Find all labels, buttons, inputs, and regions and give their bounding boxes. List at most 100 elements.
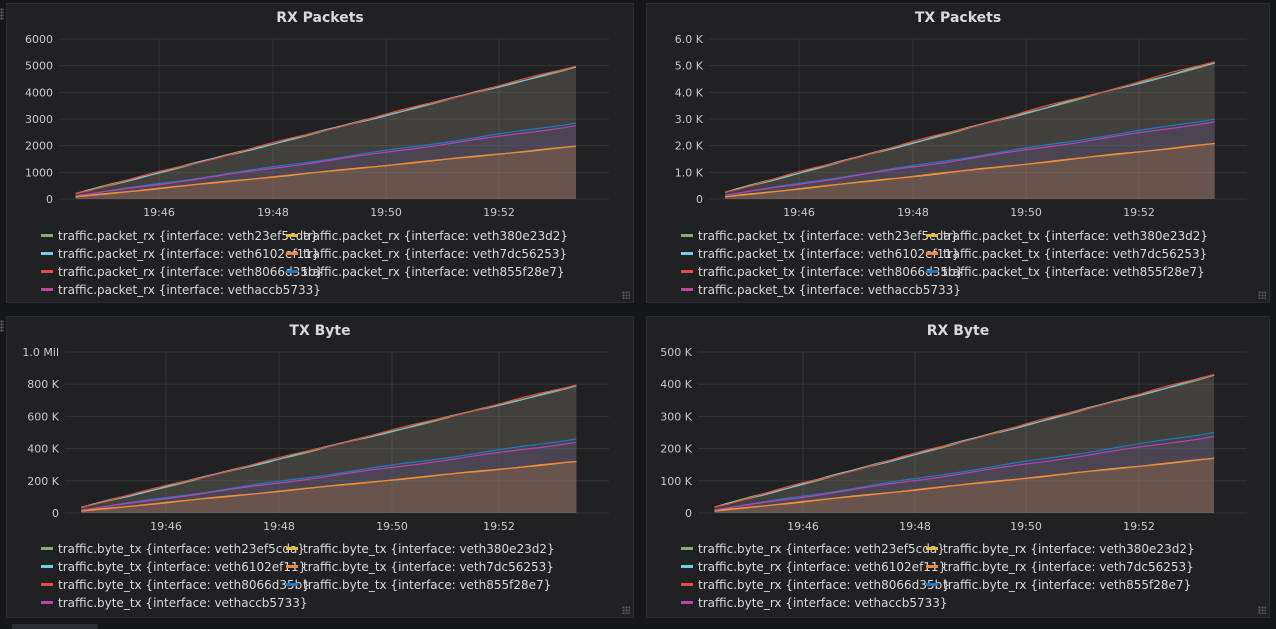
legend-label[interactable]: traffic.packet_rx {interface: veth8066d3… <box>58 265 324 279</box>
series-line-veth7dc56253[interactable] <box>725 142 1215 198</box>
series-line-veth6102ef11[interactable] <box>714 374 1215 508</box>
legend-label[interactable]: traffic.packet_tx {interface: veth6102ef… <box>698 247 960 261</box>
legend-label[interactable]: traffic.packet_rx {interface: veth23ef5c… <box>58 229 319 243</box>
legend-item-veth23ef5cda[interactable]: traffic.packet_tx {interface: veth23ef5c… <box>681 227 958 245</box>
legend-swatch-icon[interactable] <box>926 270 938 273</box>
series-line-veth8066d35b[interactable] <box>724 61 1215 193</box>
legend-label[interactable]: traffic.byte_rx {interface: veth855f28e7… <box>943 578 1192 592</box>
series-line-veth8066d35b[interactable] <box>75 65 577 194</box>
legend-label[interactable]: traffic.byte_tx {interface: veth855f28e7… <box>303 578 552 592</box>
series-line-veth855f28e7[interactable] <box>725 118 1215 196</box>
series-line-veth7dc56253[interactable] <box>75 145 577 198</box>
legend-item-veth380e23d2[interactable]: traffic.byte_rx {interface: veth380e23d2… <box>926 540 1195 558</box>
legend-label[interactable]: traffic.byte_rx {interface: veth380e23d2… <box>943 542 1195 556</box>
legend-label[interactable]: traffic.byte_rx {interface: veth6102ef11… <box>698 560 947 574</box>
legend-item-veth6102ef11[interactable]: traffic.packet_tx {interface: veth6102ef… <box>681 245 960 263</box>
legend-label[interactable]: traffic.packet_rx {interface: veth855f28… <box>303 265 565 279</box>
legend-swatch-icon[interactable] <box>926 583 938 586</box>
chart-plot[interactable]: 0 100 K 200 K 300 K 400 K 500 K 19:46 19:48 19:5… <box>647 317 1269 617</box>
legend-swatch-icon[interactable] <box>926 252 938 255</box>
panel-resize-handle-icon[interactable] <box>1258 291 1266 299</box>
panel-resize-handle-icon[interactable] <box>622 291 630 299</box>
legend-item-veth6102ef11[interactable]: traffic.byte_rx {interface: veth6102ef11… <box>681 558 946 576</box>
series-line-veth7dc56253[interactable] <box>81 460 577 512</box>
legend-swatch-icon[interactable] <box>286 565 298 568</box>
legend-item-veth380e23d2[interactable]: traffic.packet_tx {interface: veth380e23… <box>926 227 1208 245</box>
legend-label[interactable]: traffic.byte_tx {interface: veth23ef5cda… <box>58 542 305 556</box>
legend-swatch-icon[interactable] <box>286 547 298 550</box>
legend-swatch-icon[interactable] <box>681 565 693 568</box>
legend-item-veth380e23d2[interactable]: traffic.byte_tx {interface: veth380e23d2… <box>286 540 555 558</box>
legend-label[interactable]: traffic.packet_tx {interface: veth380e23… <box>943 229 1209 243</box>
legend-swatch-icon[interactable] <box>41 252 53 255</box>
panel-title[interactable]: TX Packets <box>914 10 1002 26</box>
legend-swatch-icon[interactable] <box>286 234 298 237</box>
panel-resize-handle-icon[interactable] <box>1258 606 1266 614</box>
series-line-veth855f28e7[interactable] <box>75 122 577 197</box>
legend-swatch-icon[interactable] <box>286 583 298 586</box>
legend-swatch-icon[interactable] <box>41 583 53 586</box>
legend-swatch-icon[interactable] <box>41 270 53 273</box>
legend-swatch-icon[interactable] <box>286 270 298 273</box>
panel-title[interactable]: TX Byte <box>289 323 351 339</box>
legend-item-veth855f28e7[interactable]: traffic.packet_tx {interface: veth855f28… <box>926 263 1205 281</box>
legend-item-veth6102ef11[interactable]: traffic.packet_rx {interface: veth6102ef… <box>41 245 320 263</box>
legend-label[interactable]: traffic.byte_tx {interface: veth6102ef11… <box>58 560 307 574</box>
legend-item-veth23ef5cda[interactable]: traffic.byte_rx {interface: veth23ef5cda… <box>681 540 945 558</box>
legend-swatch-icon[interactable] <box>681 252 693 255</box>
series-line-vethaccb5733[interactable] <box>75 125 577 197</box>
series-line-vethaccb5733[interactable] <box>714 435 1215 511</box>
legend-label[interactable]: traffic.packet_rx {interface: veth380e23… <box>303 229 568 243</box>
legend-label[interactable]: traffic.packet_rx {interface: vethaccb57… <box>58 283 321 297</box>
legend-swatch-icon[interactable] <box>41 288 53 291</box>
series-line-veth855f28e7[interactable] <box>81 438 577 511</box>
legend-label[interactable]: traffic.packet_tx {interface: veth8066d3… <box>698 265 964 279</box>
legend-swatch-icon[interactable] <box>41 601 53 604</box>
row-drag-handle-icon[interactable] <box>0 320 4 332</box>
legend-item-veth7dc56253[interactable]: traffic.packet_tx {interface: veth7dc562… <box>926 245 1207 263</box>
series-line-veth6102ef11[interactable] <box>75 66 577 195</box>
legend-item-vethaccb5733[interactable]: traffic.packet_rx {interface: vethaccb57… <box>41 281 321 299</box>
legend-swatch-icon[interactable] <box>926 547 938 550</box>
series-line-veth8066d35b[interactable] <box>714 373 1215 508</box>
legend-label[interactable]: traffic.packet_tx {interface: veth855f28… <box>943 265 1205 279</box>
legend-item-veth7dc56253[interactable]: traffic.byte_rx {interface: veth7dc56253… <box>926 558 1194 576</box>
legend-swatch-icon[interactable] <box>681 270 693 273</box>
row-drag-handle-icon[interactable] <box>0 8 4 20</box>
legend-swatch-icon[interactable] <box>681 583 693 586</box>
legend-swatch-icon[interactable] <box>926 234 938 237</box>
legend-swatch-icon[interactable] <box>41 565 53 568</box>
chart-plot[interactable]: 0 1.0 K 2.0 K 3.0 K 4.0 K 5.0 K 6.0 K 19:46 19:4… <box>647 4 1269 302</box>
legend-item-vethaccb5733[interactable]: traffic.byte_rx {interface: vethaccb5733… <box>681 594 948 612</box>
legend-item-veth8066d35b[interactable]: traffic.byte_tx {interface: veth8066d35b… <box>41 576 310 594</box>
panel-title[interactable]: RX Byte <box>926 323 990 339</box>
legend-label[interactable]: traffic.packet_tx {interface: veth23ef5c… <box>698 229 959 243</box>
legend-item-veth23ef5cda[interactable]: traffic.packet_rx {interface: veth23ef5c… <box>41 227 318 245</box>
legend-swatch-icon[interactable] <box>681 547 693 550</box>
legend-label[interactable]: traffic.packet_tx {interface: veth7dc562… <box>943 247 1208 261</box>
legend-item-veth8066d35b[interactable]: traffic.packet_rx {interface: veth8066d3… <box>41 263 323 281</box>
legend-item-veth23ef5cda[interactable]: traffic.byte_tx {interface: veth23ef5cda… <box>41 540 305 558</box>
legend-label[interactable]: traffic.byte_rx {interface: vethaccb5733… <box>698 596 948 610</box>
panel-title[interactable]: RX Packets <box>276 10 364 26</box>
legend-item-veth380e23d2[interactable]: traffic.packet_rx {interface: veth380e23… <box>286 227 568 245</box>
series-line-vethaccb5733[interactable] <box>725 121 1215 196</box>
legend-label[interactable]: traffic.byte_tx {interface: veth8066d35b… <box>58 578 310 592</box>
legend-swatch-icon[interactable] <box>41 234 53 237</box>
legend-label[interactable]: traffic.byte_tx {interface: veth380e23d2… <box>303 542 555 556</box>
series-line-veth8066d35b[interactable] <box>81 384 577 508</box>
legend-item-veth8066d35b[interactable]: traffic.packet_tx {interface: veth8066d3… <box>681 263 963 281</box>
legend-label[interactable]: traffic.byte_rx {interface: veth8066d35b… <box>698 578 950 592</box>
legend-label[interactable]: traffic.packet_tx {interface: vethaccb57… <box>698 283 961 297</box>
legend-item-veth855f28e7[interactable]: traffic.byte_tx {interface: veth855f28e7… <box>286 576 551 594</box>
legend-item-veth8066d35b[interactable]: traffic.byte_rx {interface: veth8066d35b… <box>681 576 950 594</box>
legend-label[interactable]: traffic.byte_tx {interface: vethaccb5733… <box>58 596 308 610</box>
series-line-veth7dc56253[interactable] <box>714 457 1215 512</box>
legend-swatch-icon[interactable] <box>286 252 298 255</box>
legend-swatch-icon[interactable] <box>681 288 693 291</box>
legend-swatch-icon[interactable] <box>41 547 53 550</box>
legend-item-vethaccb5733[interactable]: traffic.packet_tx {interface: vethaccb57… <box>681 281 961 299</box>
legend-label[interactable]: traffic.packet_rx {interface: veth6102ef… <box>58 247 320 261</box>
legend-swatch-icon[interactable] <box>681 601 693 604</box>
chart-plot[interactable]: 0 200 K 400 K 600 K 800 K 1.0 Mil 19:46 19:48 19… <box>7 317 633 617</box>
